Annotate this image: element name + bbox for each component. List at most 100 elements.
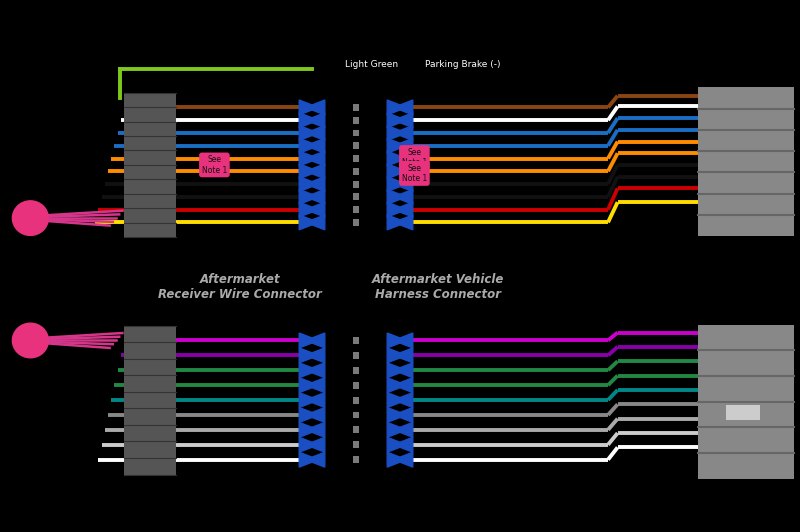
Polygon shape xyxy=(312,177,325,192)
Polygon shape xyxy=(299,437,312,452)
Polygon shape xyxy=(299,452,312,467)
Polygon shape xyxy=(387,393,400,408)
Polygon shape xyxy=(299,363,312,378)
Polygon shape xyxy=(387,408,400,422)
Polygon shape xyxy=(312,408,325,422)
FancyBboxPatch shape xyxy=(353,181,359,188)
Polygon shape xyxy=(400,164,413,179)
Polygon shape xyxy=(299,422,312,437)
Polygon shape xyxy=(387,189,400,204)
Polygon shape xyxy=(312,202,325,217)
Polygon shape xyxy=(387,113,400,128)
Polygon shape xyxy=(400,177,413,192)
Polygon shape xyxy=(387,437,400,452)
Polygon shape xyxy=(299,215,312,230)
Polygon shape xyxy=(387,452,400,467)
Polygon shape xyxy=(312,333,325,348)
Polygon shape xyxy=(387,177,400,192)
Polygon shape xyxy=(387,378,400,393)
Polygon shape xyxy=(312,422,325,437)
Polygon shape xyxy=(312,151,325,166)
Polygon shape xyxy=(400,408,413,422)
Ellipse shape xyxy=(12,201,48,236)
Polygon shape xyxy=(299,138,312,153)
Polygon shape xyxy=(299,126,312,140)
Polygon shape xyxy=(400,189,413,204)
Polygon shape xyxy=(400,333,413,348)
Polygon shape xyxy=(312,215,325,230)
Polygon shape xyxy=(387,126,400,140)
Polygon shape xyxy=(299,151,312,166)
Polygon shape xyxy=(299,177,312,192)
Polygon shape xyxy=(400,151,413,166)
Polygon shape xyxy=(400,378,413,393)
Polygon shape xyxy=(299,408,312,422)
FancyBboxPatch shape xyxy=(698,325,794,479)
Text: See
Note 1: See Note 1 xyxy=(402,164,427,183)
FancyBboxPatch shape xyxy=(353,352,359,359)
Polygon shape xyxy=(299,189,312,204)
Polygon shape xyxy=(387,202,400,217)
FancyBboxPatch shape xyxy=(353,367,359,374)
Polygon shape xyxy=(299,348,312,363)
Polygon shape xyxy=(299,393,312,408)
Polygon shape xyxy=(312,189,325,204)
Polygon shape xyxy=(299,113,312,128)
Text: Light Green: Light Green xyxy=(346,61,398,69)
FancyBboxPatch shape xyxy=(353,143,359,149)
Polygon shape xyxy=(387,348,400,363)
FancyBboxPatch shape xyxy=(353,129,359,136)
Polygon shape xyxy=(387,100,400,115)
FancyBboxPatch shape xyxy=(353,397,359,403)
Ellipse shape xyxy=(12,323,48,358)
Text: See
Note 1: See Note 1 xyxy=(402,148,427,167)
Polygon shape xyxy=(312,378,325,393)
Polygon shape xyxy=(400,393,413,408)
Polygon shape xyxy=(400,363,413,378)
Polygon shape xyxy=(312,164,325,179)
Polygon shape xyxy=(387,138,400,153)
Polygon shape xyxy=(387,333,400,348)
Polygon shape xyxy=(400,452,413,467)
Text: Aftermarket
Receiver Wire Connector: Aftermarket Receiver Wire Connector xyxy=(158,273,322,301)
Polygon shape xyxy=(299,164,312,179)
Polygon shape xyxy=(312,452,325,467)
FancyBboxPatch shape xyxy=(353,104,359,111)
FancyBboxPatch shape xyxy=(353,456,359,463)
Polygon shape xyxy=(400,113,413,128)
Polygon shape xyxy=(312,393,325,408)
FancyBboxPatch shape xyxy=(698,87,794,236)
FancyBboxPatch shape xyxy=(353,193,359,200)
Polygon shape xyxy=(299,378,312,393)
Polygon shape xyxy=(312,126,325,140)
Polygon shape xyxy=(299,202,312,217)
Polygon shape xyxy=(387,164,400,179)
Text: Parking Brake (-): Parking Brake (-) xyxy=(425,61,500,69)
Polygon shape xyxy=(400,348,413,363)
Polygon shape xyxy=(400,215,413,230)
FancyBboxPatch shape xyxy=(353,337,359,344)
FancyBboxPatch shape xyxy=(353,427,359,433)
FancyBboxPatch shape xyxy=(726,405,760,420)
Polygon shape xyxy=(312,437,325,452)
Polygon shape xyxy=(387,151,400,166)
Text: Aftermarket Vehicle
Harness Connector: Aftermarket Vehicle Harness Connector xyxy=(372,273,505,301)
Polygon shape xyxy=(400,437,413,452)
Polygon shape xyxy=(299,333,312,348)
Polygon shape xyxy=(400,100,413,115)
FancyBboxPatch shape xyxy=(353,168,359,174)
Polygon shape xyxy=(387,215,400,230)
Polygon shape xyxy=(299,100,312,115)
Polygon shape xyxy=(400,126,413,140)
Polygon shape xyxy=(312,363,325,378)
FancyBboxPatch shape xyxy=(353,155,359,162)
Text: See
Note 1: See Note 1 xyxy=(202,155,227,174)
FancyBboxPatch shape xyxy=(353,117,359,123)
FancyBboxPatch shape xyxy=(353,382,359,388)
FancyBboxPatch shape xyxy=(353,442,359,448)
Polygon shape xyxy=(387,363,400,378)
Polygon shape xyxy=(387,422,400,437)
FancyBboxPatch shape xyxy=(124,93,176,237)
FancyBboxPatch shape xyxy=(353,206,359,213)
FancyBboxPatch shape xyxy=(353,412,359,418)
